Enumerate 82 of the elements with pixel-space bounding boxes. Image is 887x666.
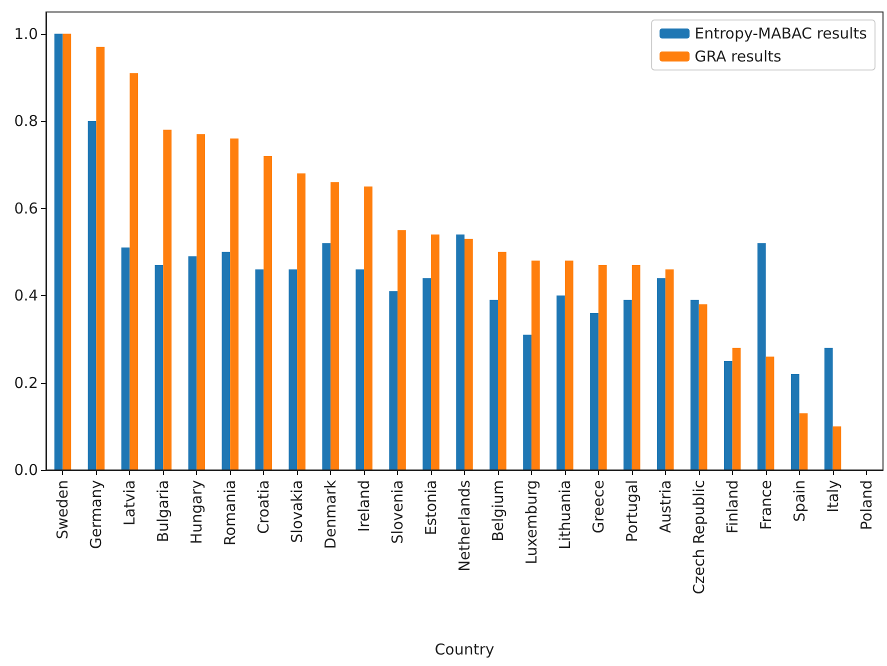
bar <box>464 238 473 470</box>
x-tick-label: Ireland <box>355 480 374 532</box>
x-tick-label: Austria <box>656 480 674 533</box>
bar <box>657 278 666 470</box>
bar <box>255 269 264 470</box>
bar <box>456 234 464 470</box>
x-tick-label: Romania <box>221 480 240 546</box>
bar <box>88 121 96 470</box>
y-tick-label: 0.6 <box>14 199 38 218</box>
bar <box>824 348 833 470</box>
bar <box>690 300 699 470</box>
bar <box>724 360 732 470</box>
bar <box>556 296 565 470</box>
legend-label: GRA results <box>694 48 782 66</box>
bar <box>632 264 640 470</box>
y-tick-label: 0.8 <box>14 112 38 130</box>
y-tick-label: 0.4 <box>14 286 38 305</box>
bar <box>398 230 406 470</box>
x-tick-label: Germany <box>87 480 106 549</box>
x-tick-label: Czech Republic <box>690 480 708 594</box>
bar <box>766 356 774 470</box>
x-tick-label: Portugal <box>622 480 641 542</box>
bar <box>523 334 532 470</box>
x-tick-label: Poland <box>857 480 876 530</box>
bar <box>96 46 105 470</box>
bar <box>531 260 540 470</box>
x-tick-label: Estonia <box>422 480 440 536</box>
bar <box>188 256 197 470</box>
bar <box>356 269 364 470</box>
bar <box>288 269 298 470</box>
x-tick-label: Italy <box>824 480 842 513</box>
x-tick-label: Slovakia <box>288 480 306 543</box>
x-tick-label: Slovenia <box>388 480 407 544</box>
bar <box>196 134 206 470</box>
bar <box>130 73 138 470</box>
x-tick-label: Luxemburg <box>522 480 540 564</box>
bar <box>330 182 339 470</box>
bar <box>832 426 842 470</box>
legend-label: Entropy-MABAC results <box>694 24 868 42</box>
bar <box>732 348 741 470</box>
bar <box>698 304 708 470</box>
y-tick-label: 1.0 <box>14 24 38 43</box>
x-tick-label: Netherlands <box>456 480 474 572</box>
x-tick-label: Finland <box>723 480 742 534</box>
bar <box>230 138 239 470</box>
x-tick-label: Bulgaria <box>154 480 172 542</box>
bar <box>431 234 440 470</box>
x-tick-label: Lithuania <box>556 480 574 550</box>
bar <box>757 243 766 470</box>
x-tick-label: Hungary <box>188 480 206 544</box>
bar <box>163 130 172 470</box>
x-tick-label: Croatia <box>254 480 273 534</box>
bar <box>490 300 498 470</box>
bar <box>154 264 164 470</box>
bar <box>322 243 331 470</box>
y-tick-label: 0.2 <box>14 374 38 392</box>
bar <box>564 260 574 470</box>
bar <box>422 278 432 470</box>
bar <box>121 248 130 470</box>
x-tick-label: France <box>756 480 775 530</box>
x-tick-label: Spain <box>790 480 808 522</box>
x-tick-label: Latvia <box>120 480 139 526</box>
x-tick-label: Sweden <box>54 480 72 540</box>
x-tick-label: Denmark <box>322 480 340 549</box>
bar <box>297 173 306 470</box>
x-axis-title: Country <box>434 640 494 658</box>
bar <box>799 413 808 470</box>
bar <box>498 252 506 470</box>
bar <box>62 34 72 470</box>
bar <box>624 300 632 470</box>
x-tick-label: Belgium <box>488 480 507 542</box>
bar <box>590 312 598 470</box>
bar <box>54 34 63 470</box>
bar <box>389 291 398 470</box>
bar <box>222 252 230 470</box>
bar <box>264 156 272 470</box>
y-tick-label: 0.0 <box>14 461 38 479</box>
bar <box>665 269 674 470</box>
x-tick-label: Greece <box>589 480 608 534</box>
bar <box>598 264 607 470</box>
bar <box>364 186 372 470</box>
bar <box>790 374 800 470</box>
